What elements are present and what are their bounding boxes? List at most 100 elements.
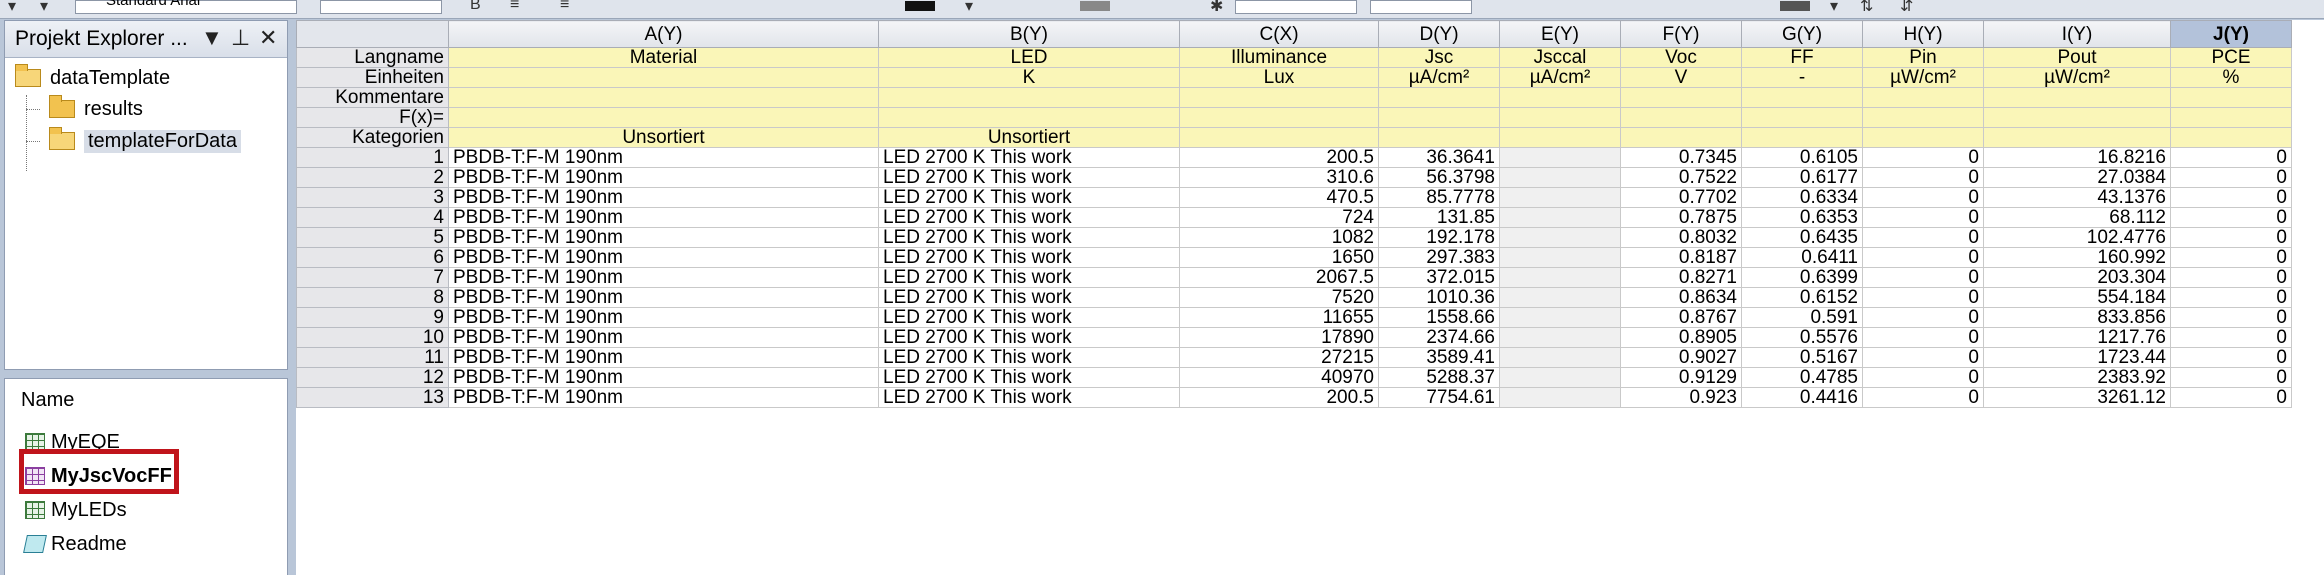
label-cell[interactable]: µA/cm² (1499, 67, 1621, 88)
row-number[interactable]: 12 (296, 367, 449, 388)
table-cell[interactable]: 203.304 (1983, 267, 2171, 288)
row-label[interactable]: Kategorien (296, 127, 449, 148)
table-cell[interactable]: 7754.61 (1378, 387, 1500, 408)
table-cell[interactable]: 160.992 (1983, 247, 2171, 268)
column-header[interactable]: I(Y) (1983, 20, 2171, 48)
table-cell[interactable]: 3589.41 (1378, 347, 1500, 368)
table-cell[interactable] (1499, 347, 1621, 368)
table-cell[interactable]: LED 2700 K This work (878, 347, 1180, 368)
table-cell[interactable] (1499, 327, 1621, 348)
table-cell[interactable]: 56.3798 (1378, 167, 1500, 188)
table-cell[interactable]: 554.184 (1983, 287, 2171, 308)
table-cell[interactable]: 0 (1862, 307, 1984, 328)
tree-item-results[interactable]: results (49, 94, 143, 124)
table-cell[interactable]: 1217.76 (1983, 327, 2171, 348)
table-cell[interactable]: LED 2700 K This work (878, 327, 1180, 348)
row-number[interactable]: 6 (296, 247, 449, 268)
color-dropdown-icon[interactable]: ▾ (965, 0, 974, 15)
table-cell[interactable] (1499, 167, 1621, 188)
label-cell[interactable] (1983, 87, 2171, 108)
label-cell[interactable] (448, 87, 879, 108)
column-header[interactable]: B(Y) (878, 20, 1180, 48)
table-cell[interactable]: LED 2700 K This work (878, 307, 1180, 328)
label-cell[interactable] (1378, 107, 1500, 128)
table-cell[interactable] (1499, 307, 1621, 328)
table-cell[interactable]: PBDB-T:F-M 190nm (448, 367, 879, 388)
label-cell[interactable] (878, 107, 1180, 128)
table-cell[interactable]: 0.5167 (1741, 347, 1863, 368)
bold-icon[interactable]: B (470, 0, 481, 13)
table-cell[interactable]: 0 (2170, 147, 2292, 168)
table-cell[interactable]: 68.112 (1983, 207, 2171, 228)
table-cell[interactable]: LED 2700 K This work (878, 267, 1180, 288)
column-header[interactable]: H(Y) (1862, 20, 1984, 48)
close-icon[interactable]: ✕ (259, 25, 278, 50)
table-cell[interactable]: 0 (1862, 367, 1984, 388)
row-number[interactable]: 5 (296, 227, 449, 248)
table-cell[interactable]: 36.3641 (1378, 147, 1500, 168)
label-cell[interactable]: Material (448, 47, 879, 68)
label-cell[interactable] (1983, 127, 2171, 148)
label-cell[interactable] (2170, 87, 2292, 108)
table-cell[interactable]: 0 (1862, 207, 1984, 228)
row-label[interactable]: Kommentare (296, 87, 449, 108)
row-label[interactable]: F(x)= (296, 107, 449, 128)
label-cell[interactable] (1620, 127, 1742, 148)
label-cell[interactable] (1378, 127, 1500, 148)
list-item-readme[interactable]: Readme (23, 529, 127, 559)
settings-icon[interactable]: ✱ (1210, 0, 1224, 15)
sort-desc-icon[interactable]: ⇵ (1900, 0, 1914, 15)
label-cell[interactable]: Jsccal (1499, 47, 1621, 68)
table-cell[interactable]: 0.923 (1620, 387, 1742, 408)
table-cell[interactable]: 2067.5 (1179, 267, 1379, 288)
table-cell[interactable]: 16.8216 (1983, 147, 2171, 168)
label-cell[interactable] (1862, 107, 1984, 128)
row-number[interactable]: 4 (296, 207, 449, 228)
label-cell[interactable]: LED (878, 47, 1180, 68)
table-cell[interactable]: 0.8905 (1620, 327, 1742, 348)
table-cell[interactable]: 0 (1862, 187, 1984, 208)
row-number[interactable]: 9 (296, 307, 449, 328)
table-cell[interactable]: 0.6353 (1741, 207, 1863, 228)
table-cell[interactable]: PBDB-T:F-M 190nm (448, 207, 879, 228)
label-cell[interactable] (1179, 87, 1379, 108)
table-cell[interactable]: PBDB-T:F-M 190nm (448, 387, 879, 408)
label-cell[interactable] (1741, 127, 1863, 148)
table-cell[interactable]: 0.6399 (1741, 267, 1863, 288)
label-cell[interactable]: Illuminance (1179, 47, 1379, 68)
label-cell[interactable] (448, 67, 879, 88)
table-cell[interactable]: PBDB-T:F-M 190nm (448, 267, 879, 288)
row-number[interactable]: 8 (296, 287, 449, 308)
table-cell[interactable]: 1010.36 (1378, 287, 1500, 308)
label-cell[interactable] (878, 87, 1180, 108)
table-cell[interactable]: 0.6334 (1741, 187, 1863, 208)
table-cell[interactable]: PBDB-T:F-M 190nm (448, 347, 879, 368)
table-cell[interactable]: 2374.66 (1378, 327, 1500, 348)
table-cell[interactable]: 0.5576 (1741, 327, 1863, 348)
label-cell[interactable] (1983, 107, 2171, 128)
label-cell[interactable] (2170, 127, 2292, 148)
table-cell[interactable]: 43.1376 (1983, 187, 2171, 208)
table-cell[interactable]: 17890 (1179, 327, 1379, 348)
label-cell[interactable]: Voc (1620, 47, 1742, 68)
table-cell[interactable]: 192.178 (1378, 227, 1500, 248)
label-cell[interactable] (1620, 87, 1742, 108)
font-name-box[interactable]: Standard Arial (75, 0, 297, 14)
column-header[interactable]: J(Y) (2170, 20, 2292, 48)
row-label[interactable]: Langname (296, 47, 449, 68)
label-cell[interactable]: FF (1741, 47, 1863, 68)
label-cell[interactable]: K (878, 67, 1180, 88)
table-cell[interactable]: 131.85 (1378, 207, 1500, 228)
table-cell[interactable]: 0 (1862, 247, 1984, 268)
table-cell[interactable]: 200.5 (1179, 147, 1379, 168)
table-cell[interactable]: LED 2700 K This work (878, 247, 1180, 268)
table-cell[interactable] (1499, 267, 1621, 288)
table-cell[interactable]: 0.7875 (1620, 207, 1742, 228)
table-cell[interactable]: 0 (1862, 287, 1984, 308)
font-color-swatch[interactable] (905, 1, 935, 11)
toolbar-box-2[interactable] (1235, 0, 1357, 14)
label-cell[interactable]: µW/cm² (1862, 67, 1984, 88)
table-cell[interactable]: LED 2700 K This work (878, 227, 1180, 248)
table-cell[interactable]: 0.8032 (1620, 227, 1742, 248)
table-cell[interactable] (1499, 247, 1621, 268)
